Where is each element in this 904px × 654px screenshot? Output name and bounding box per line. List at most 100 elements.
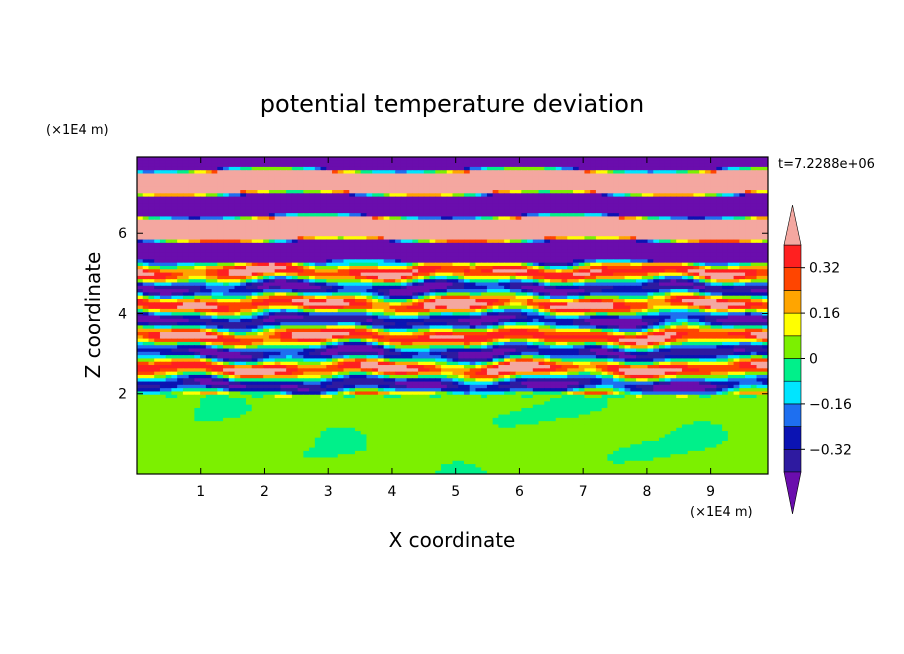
heatmap-cell <box>211 279 218 284</box>
heatmap-cell <box>681 163 689 168</box>
heatmap-cell <box>240 275 247 280</box>
heatmap-cell <box>200 166 207 171</box>
heatmap-cell <box>733 302 740 307</box>
heatmap-cell <box>722 163 729 168</box>
heatmap-cell <box>624 239 631 244</box>
heatmap-cell <box>550 236 557 241</box>
heatmap-cell <box>687 302 695 307</box>
heatmap-cell <box>406 223 413 227</box>
heatmap-cell <box>481 252 488 257</box>
heatmap-cell <box>613 173 620 178</box>
heatmap-cell <box>366 213 373 218</box>
heatmap-cell <box>710 166 717 171</box>
heatmap-cell <box>699 190 706 194</box>
heatmap-cell <box>722 183 729 188</box>
heatmap-cell <box>555 236 563 241</box>
heatmap-cell <box>217 186 224 191</box>
heatmap-cell <box>182 279 190 284</box>
heatmap-cell <box>194 305 201 310</box>
heatmap-cell <box>171 285 178 290</box>
heatmap-cell <box>733 196 740 201</box>
heatmap-cell <box>727 190 735 194</box>
heatmap-cell <box>590 265 597 270</box>
heatmap-cell <box>590 236 597 241</box>
heatmap-cell <box>291 226 299 231</box>
heatmap-cell <box>607 219 614 224</box>
heatmap-cell <box>704 199 712 204</box>
heatmap-cell <box>607 226 614 231</box>
heatmap-cell <box>538 226 545 231</box>
heatmap-cell <box>337 170 345 175</box>
heatmap-cell <box>154 223 161 227</box>
heatmap-cell <box>343 249 350 254</box>
heatmap-cell <box>223 249 230 254</box>
heatmap-cell <box>217 292 224 297</box>
heatmap-cell <box>590 298 597 303</box>
heatmap-cell <box>263 242 270 247</box>
heatmap-cell <box>309 173 316 178</box>
heatmap-cell <box>159 223 167 227</box>
heatmap-cell <box>653 180 660 185</box>
heatmap-cell <box>509 242 517 247</box>
heatmap-cell <box>142 223 150 227</box>
heatmap-cell <box>739 166 746 171</box>
heatmap-cell <box>280 196 287 201</box>
heatmap-cell <box>343 282 350 287</box>
heatmap-cell <box>423 216 431 221</box>
heatmap-cell <box>263 298 270 303</box>
heatmap-cell <box>498 196 505 201</box>
heatmap-cell <box>240 203 247 208</box>
heatmap-cell <box>504 216 511 221</box>
heatmap-cell <box>148 226 155 231</box>
heatmap-cell <box>200 203 207 208</box>
heatmap-cell <box>274 176 282 181</box>
heatmap-cell <box>228 213 236 218</box>
heatmap-cell <box>200 216 207 221</box>
heatmap-cell <box>504 186 511 191</box>
heatmap-cell <box>177 183 184 188</box>
heatmap-cell <box>555 279 563 284</box>
heatmap-cell <box>383 203 390 208</box>
heatmap-cell <box>647 272 654 277</box>
heatmap-cell <box>441 236 448 241</box>
heatmap-cell <box>423 199 431 204</box>
heatmap-cell <box>521 229 528 234</box>
heatmap-cell <box>366 170 373 175</box>
heatmap-cell <box>590 219 597 224</box>
heatmap-cell <box>653 186 660 191</box>
heatmap-cell <box>659 279 666 284</box>
heatmap-cell <box>245 252 253 257</box>
heatmap-cell <box>165 282 173 287</box>
heatmap-cell <box>469 190 477 194</box>
heatmap-cell <box>205 186 213 191</box>
heatmap-cell <box>418 176 425 181</box>
heatmap-cell <box>452 275 459 280</box>
heatmap-cell <box>739 262 746 267</box>
heatmap-cell <box>354 199 362 204</box>
heatmap-cell <box>217 249 224 254</box>
heatmap-cell <box>664 249 672 254</box>
heatmap-cell <box>234 272 241 277</box>
heatmap-cell <box>205 302 213 307</box>
heatmap-cell <box>745 203 752 208</box>
heatmap-cell <box>257 216 264 221</box>
heatmap-cell <box>578 213 586 218</box>
heatmap-cell <box>492 216 499 221</box>
heatmap-cell <box>607 292 614 297</box>
heatmap-cell <box>475 249 482 254</box>
heatmap-cell <box>228 170 236 175</box>
heatmap-cell <box>630 289 637 293</box>
heatmap-cell <box>561 196 568 201</box>
heatmap-cell <box>550 302 557 307</box>
heatmap-cell <box>274 275 282 280</box>
heatmap-cell <box>704 285 712 290</box>
heatmap-cell <box>223 223 230 227</box>
heatmap-cell <box>659 173 666 178</box>
heatmap-cell <box>228 275 236 280</box>
heatmap-cell <box>280 163 287 168</box>
heatmap-cell <box>653 265 660 270</box>
heatmap-cell <box>309 298 316 303</box>
heatmap-cell <box>211 196 218 201</box>
heatmap-cell <box>613 295 620 300</box>
heatmap-cell <box>716 213 723 218</box>
